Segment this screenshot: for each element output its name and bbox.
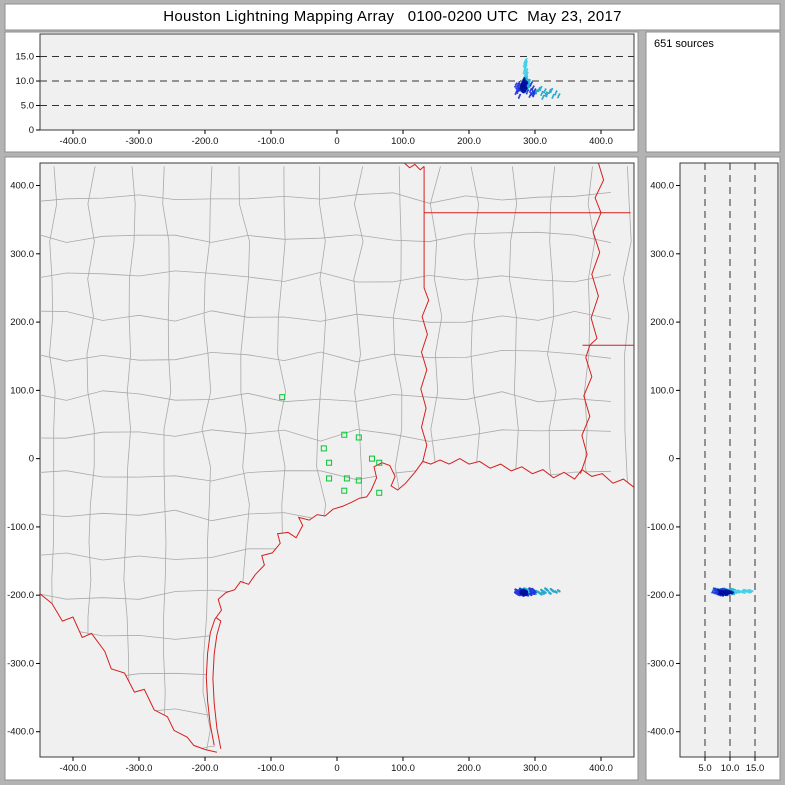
svg-text:10.0: 10.0 bbox=[16, 76, 35, 87]
svg-text:200.0: 200.0 bbox=[457, 763, 481, 774]
svg-text:400.0: 400.0 bbox=[589, 763, 613, 774]
alt-ns-plot-area[interactable] bbox=[679, 162, 779, 758]
svg-text:200.0: 200.0 bbox=[10, 317, 34, 328]
tx-la-border-sabine bbox=[420, 166, 430, 462]
svg-text:5.0: 5.0 bbox=[21, 101, 34, 112]
ew-alt-plot-area[interactable] bbox=[39, 33, 635, 131]
mississippi-river bbox=[580, 163, 605, 474]
svg-text:-200.0: -200.0 bbox=[192, 763, 219, 774]
coastline bbox=[205, 458, 634, 746]
svg-text:15.0: 15.0 bbox=[746, 763, 765, 774]
plan-view-plot-area[interactable] bbox=[39, 162, 635, 758]
title-cell bbox=[4, 3, 781, 31]
svg-text:300.0: 300.0 bbox=[10, 249, 34, 260]
svg-text:100.0: 100.0 bbox=[391, 763, 415, 774]
rio-grande bbox=[40, 593, 218, 753]
top-right-cell bbox=[645, 31, 781, 153]
svg-text:-400.0: -400.0 bbox=[60, 136, 87, 147]
svg-text:-200.0: -200.0 bbox=[7, 590, 34, 601]
sources-alt-ns bbox=[710, 587, 754, 597]
svg-text:-300.0: -300.0 bbox=[647, 658, 674, 669]
svg-text:15.0: 15.0 bbox=[16, 52, 35, 63]
svg-text:100.0: 100.0 bbox=[10, 385, 34, 396]
svg-text:5.0: 5.0 bbox=[698, 763, 711, 774]
svg-text:-100.0: -100.0 bbox=[647, 522, 674, 533]
svg-text:-400.0: -400.0 bbox=[7, 727, 34, 738]
svg-text:-400.0: -400.0 bbox=[60, 763, 87, 774]
svg-text:0: 0 bbox=[669, 454, 674, 465]
svg-text:400.0: 400.0 bbox=[650, 181, 674, 192]
svg-text:-300.0: -300.0 bbox=[7, 658, 34, 669]
svg-text:400.0: 400.0 bbox=[589, 136, 613, 147]
svg-text:-100.0: -100.0 bbox=[258, 136, 285, 147]
svg-text:200.0: 200.0 bbox=[650, 317, 674, 328]
svg-text:300.0: 300.0 bbox=[650, 249, 674, 260]
tx-ok-red-river bbox=[403, 163, 425, 171]
axis-ticks-and-labels: -400.0 -400.0 -300.0 -300.0 -200.0 -200.0 -100… bbox=[7, 52, 764, 774]
plot-title: Houston Lightning Mapping Array 0100-020… bbox=[163, 8, 622, 25]
altitude-dashed-gridlines bbox=[40, 56, 756, 757]
svg-text:100.0: 100.0 bbox=[650, 385, 674, 396]
svg-text:100.0: 100.0 bbox=[391, 136, 415, 147]
sources-count-label: 651 sources bbox=[654, 38, 714, 50]
svg-text:-400.0: -400.0 bbox=[647, 727, 674, 738]
svg-text:400.0: 400.0 bbox=[10, 181, 34, 192]
svg-text:0: 0 bbox=[29, 454, 34, 465]
svg-text:300.0: 300.0 bbox=[523, 136, 547, 147]
svg-text:-200.0: -200.0 bbox=[647, 590, 674, 601]
svg-text:-100.0: -100.0 bbox=[258, 763, 285, 774]
svg-text:-100.0: -100.0 bbox=[7, 522, 34, 533]
sources-plan-view bbox=[513, 587, 561, 598]
lma-station-markers bbox=[279, 394, 383, 496]
svg-text:300.0: 300.0 bbox=[523, 763, 547, 774]
svg-text:0: 0 bbox=[29, 125, 34, 136]
svg-text:-300.0: -300.0 bbox=[126, 763, 153, 774]
svg-text:0: 0 bbox=[334, 763, 339, 774]
sources-ew-alt bbox=[514, 58, 561, 100]
svg-text:10.0: 10.0 bbox=[721, 763, 740, 774]
svg-text:200.0: 200.0 bbox=[457, 136, 481, 147]
state-borders-and-coastline bbox=[40, 163, 634, 753]
barrier-island bbox=[212, 617, 222, 749]
svg-text:-300.0: -300.0 bbox=[126, 136, 153, 147]
svg-text:0: 0 bbox=[334, 136, 339, 147]
svg-text:-200.0: -200.0 bbox=[192, 136, 219, 147]
